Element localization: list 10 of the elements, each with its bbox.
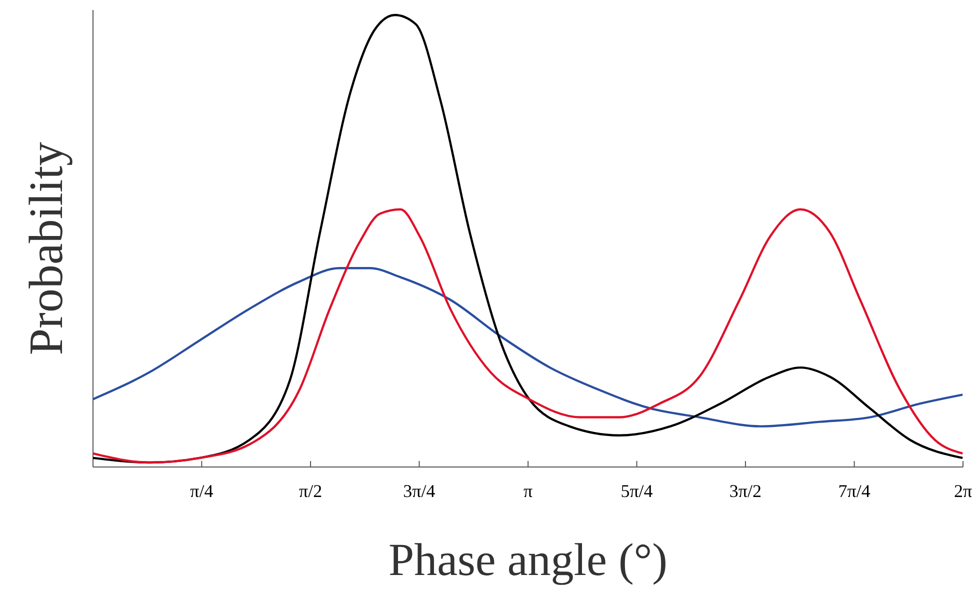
x-tick-label: 3π/2 (729, 481, 762, 501)
x-tick-label: π/2 (298, 481, 322, 501)
y-axis-title: Probability (20, 142, 73, 356)
x-tick-label: π (524, 481, 533, 501)
x-tick-label: 5π/4 (620, 481, 653, 501)
x-tick-label: π/4 (190, 481, 214, 501)
x-axis-title: Phase angle (°) (388, 534, 668, 585)
x-tick-label: 3π/4 (403, 481, 436, 501)
x-tick-label: 7π/4 (838, 481, 870, 501)
x-tick-label: 2π (954, 481, 972, 501)
